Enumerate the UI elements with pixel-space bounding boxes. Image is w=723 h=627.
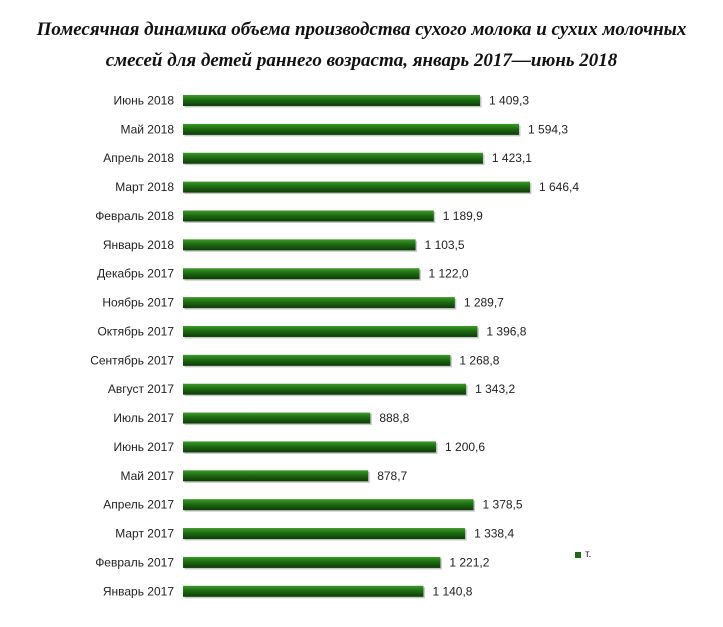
value-label: 1 200,6 [445,440,485,454]
category-label: Май 2018 [120,122,174,136]
category-label: Февраль 2017 [95,555,174,569]
category-label: Апрель 2017 [103,498,174,512]
bar [183,268,420,280]
bar [183,354,451,366]
bar [183,297,455,309]
bar [183,585,424,597]
value-label: 1 646,4 [539,180,579,194]
category-label: Апрель 2018 [103,151,174,165]
category-label: Май 2017 [120,469,174,483]
value-label: 1 378,5 [483,498,523,512]
legend-swatch [575,551,581,558]
value-label: 1 221,2 [449,555,489,569]
value-label: 1 140,8 [432,584,472,598]
category-label: Февраль 2018 [95,209,174,223]
bar [183,123,520,135]
value-label: 888,8 [379,411,409,425]
bars-layer: Июнь 2018 1 409,3 Май 2018 1 594,3 Апрель 20… [90,94,579,599]
legend-label: т. [585,549,592,560]
value-label: 1 189,9 [443,209,483,223]
legend: т. [575,549,591,560]
bar [183,95,481,106]
chart-title-line-1: Помесячная динамика объема производства … [36,19,687,40]
category-label: Август 2017 [108,382,174,396]
value-label: 1 103,5 [425,238,465,252]
category-label: Ноябрь 2017 [102,296,174,310]
value-label: 1 343,2 [475,382,515,396]
value-label: 1 396,8 [486,324,526,338]
category-label: Октябрь 2017 [97,324,174,338]
category-label: Март 2017 [115,527,174,541]
value-label: 1 338,4 [474,527,514,541]
value-label: 1 268,8 [459,353,499,367]
bar [183,239,416,251]
category-label: Сентябрь 2017 [90,353,174,367]
category-label: Июль 2017 [113,411,174,425]
category-label: Январь 2018 [103,238,174,252]
value-label: 1 289,7 [464,296,504,310]
value-label: 1 423,1 [492,151,532,165]
bar [183,412,371,424]
bar [183,210,434,222]
bar [183,528,466,540]
category-label: Март 2018 [115,180,174,194]
value-label: 878,7 [377,469,407,483]
category-label: Июнь 2017 [113,440,174,454]
category-label: Декабрь 2017 [97,267,174,281]
bar [183,152,483,164]
category-label: Июнь 2018 [113,94,174,108]
value-label: 1 122,0 [428,267,468,281]
bar [183,383,467,395]
value-label: 1 409,3 [489,94,529,108]
chart-title-line-2: смесей для детей раннего возраста, январ… [105,50,618,71]
category-label: Январь 2017 [103,584,174,598]
value-label: 1 594,3 [528,122,568,136]
bar [183,556,441,568]
bar [183,470,369,482]
bar [183,181,530,193]
chart-title: Помесячная динамика объема производства … [0,14,723,76]
bar [183,441,437,453]
bar [183,325,478,337]
bar [183,499,474,511]
